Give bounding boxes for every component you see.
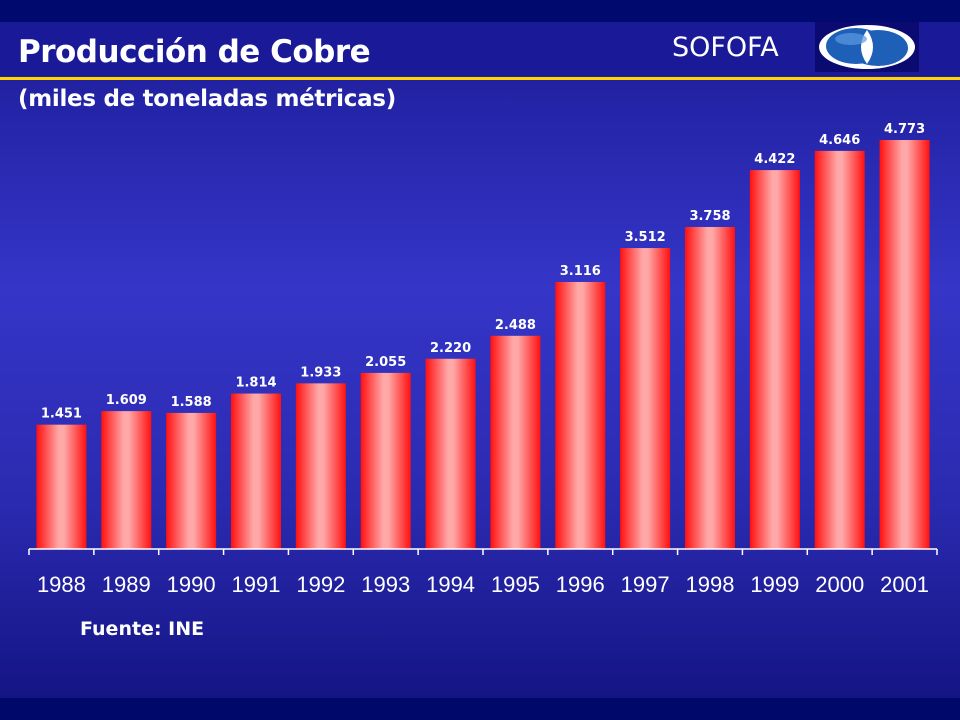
bar-1999	[749, 170, 800, 549]
data-label-2000: 4.646	[819, 133, 860, 148]
bar-1998	[685, 226, 735, 549]
bottom-band	[0, 698, 960, 720]
bar-1995	[490, 335, 541, 549]
bar-1993	[360, 372, 411, 549]
x-tick-label-1993: 1993	[361, 572, 410, 597]
data-label-1997: 3.512	[625, 230, 666, 245]
data-label-1992: 1.933	[300, 365, 341, 380]
bar-1989	[101, 411, 152, 549]
x-tick-label-1998: 1998	[686, 572, 735, 597]
top-band	[0, 0, 960, 22]
data-label-1991: 1.814	[235, 376, 276, 391]
bar-1988	[36, 424, 87, 549]
x-tick-labels-group: 1988 1989 1990 1991 1992 1993 1994 1995 1996 1997…	[37, 572, 929, 597]
data-label-1988: 1.451	[41, 407, 82, 422]
x-tick-label-1991: 1991	[232, 572, 281, 597]
x-tick-label-1997: 1997	[621, 572, 670, 597]
bar-2000	[814, 150, 865, 549]
page-title: Producción de Cobre	[18, 34, 371, 70]
x-tick-label-1989: 1989	[102, 572, 151, 597]
x-axis	[28, 548, 938, 555]
bar-1992	[295, 383, 346, 549]
data-labels-group: 1.451 1.609 1.588 1.814 1.933 2.055 2.220 2.488…	[41, 122, 925, 422]
bar-1994	[425, 358, 476, 549]
x-tick-label-1996: 1996	[556, 572, 605, 597]
bar-1996	[555, 281, 606, 549]
x-tick-label-2000: 2000	[815, 572, 864, 597]
data-label-1989: 1.609	[106, 393, 147, 408]
x-tick-label-1988: 1988	[37, 572, 86, 597]
bar-1990	[166, 412, 217, 549]
x-tick-label-1992: 1992	[296, 572, 345, 597]
x-tick-label-1995: 1995	[491, 572, 540, 597]
header-bar	[0, 22, 960, 76]
bar-2001	[879, 140, 930, 549]
bar-1997	[620, 248, 671, 549]
data-label-1994: 2.220	[430, 341, 471, 356]
header-rule	[0, 77, 960, 80]
sofofa-logo-icon	[815, 22, 919, 72]
x-tick-label-1990: 1990	[167, 572, 216, 597]
x-tick-label-2001: 2001	[880, 572, 929, 597]
data-label-2001: 4.773	[884, 122, 925, 137]
data-label-1995: 2.488	[495, 318, 536, 333]
data-label-1998: 3.758	[689, 209, 730, 224]
data-label-1996: 3.116	[560, 264, 601, 279]
source-note: Fuente: INE	[80, 618, 205, 640]
x-tick-label-1999: 1999	[750, 572, 799, 597]
page-subtitle: (miles de toneladas métricas)	[18, 86, 396, 112]
data-label-1990: 1.588	[171, 395, 212, 410]
data-label-1993: 2.055	[365, 355, 406, 370]
bar-1991	[231, 393, 281, 549]
x-tick-label-1994: 1994	[426, 572, 475, 597]
bars-group	[36, 140, 930, 549]
brand-name: SOFOFA	[672, 32, 779, 63]
data-label-1999: 4.422	[754, 152, 795, 167]
